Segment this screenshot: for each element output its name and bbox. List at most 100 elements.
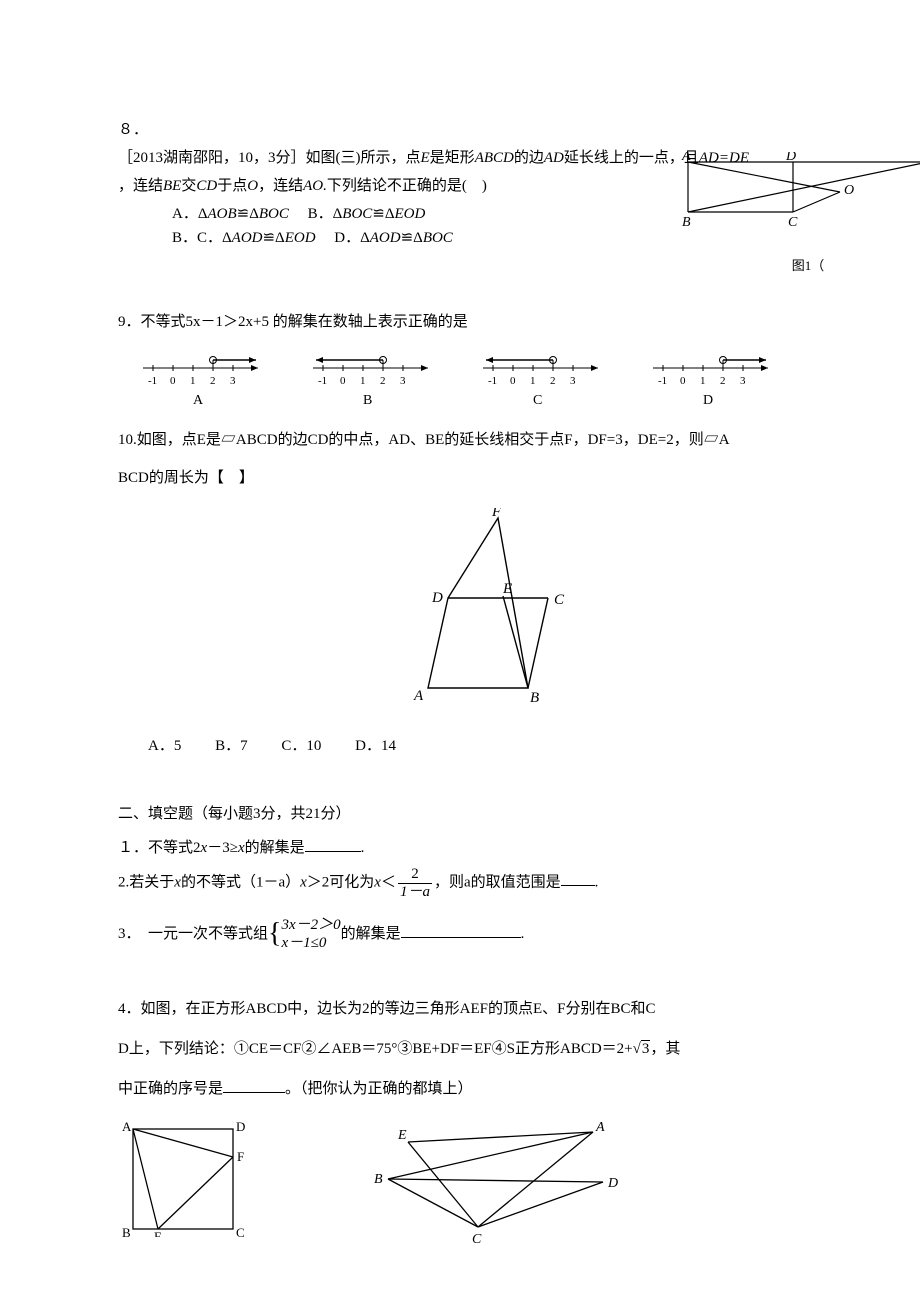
svg-text:B: B: [530, 690, 539, 706]
svg-text:A: A: [595, 1120, 605, 1135]
f4-network-figure: E A B D C: [368, 1117, 628, 1247]
svg-text:A: A: [122, 1119, 132, 1134]
f3-blank: [401, 923, 521, 938]
f2-x: x: [174, 874, 181, 890]
f2-bot: 1－a: [398, 884, 432, 901]
q8-t2: 是矩形: [430, 150, 475, 166]
q8-optA3: ≌Δ: [237, 206, 259, 222]
f2-top: 2: [398, 866, 432, 884]
f3-brace: {: [268, 918, 281, 949]
q9-text: 不等式5x－1＞2x+5 的解集在数轴上表示正确的是: [141, 314, 468, 330]
q8-o: O: [247, 178, 258, 194]
f3-b: 的解集是: [341, 926, 401, 942]
f2-e: ，则a的取值范围是: [434, 874, 561, 890]
svg-text:-1: -1: [488, 375, 497, 387]
q8-optB: B．Δ: [308, 206, 343, 222]
svg-text:A: A: [193, 393, 204, 408]
q8-optD4: BOC: [423, 230, 453, 246]
q8-optB4: EOD: [395, 206, 426, 222]
f1-a: 不等式2: [148, 840, 201, 856]
svg-text:C: C: [472, 1232, 482, 1247]
q10-optA: A．5: [148, 734, 181, 758]
f2-c: ＞2可化为: [307, 874, 375, 890]
q8-rect: ABCD: [475, 150, 514, 166]
q8-line1: ［2013湖南邵阳，10，3分］如图(三)所示，点E是矩形ABCD的边AD延长线…: [118, 146, 878, 170]
svg-text:F: F: [237, 1149, 244, 1164]
f1-blank: [305, 837, 361, 852]
q8-lbl-D: D: [785, 152, 796, 164]
svg-text:F: F: [491, 508, 502, 520]
svg-text:0: 0: [170, 375, 176, 387]
fill-2: 2.若关于x的不等式（1－a）x＞2可化为x＜21－a，则a的取值范围是.: [118, 866, 878, 900]
f4-l2b: ，其: [650, 1041, 680, 1057]
f4-figures: A D F B E C E A B D: [118, 1117, 878, 1247]
f4-l3b: 。（把你认为正确的都填上）: [285, 1081, 473, 1097]
section-2-heading: 二、填空题（每小题3分，共21分）: [118, 802, 878, 826]
f4-l2a: D上，下列结论：①CE＝CF②∠AEB＝75°③BE+DF＝EF④S正方形ABC…: [118, 1041, 633, 1057]
q8-optB2: BOC: [342, 206, 372, 222]
f3-p: .: [521, 926, 525, 942]
svg-text:2: 2: [380, 375, 386, 387]
f3-top: 3x－2＞0: [281, 916, 340, 934]
fill-4: 4．如图，在正方形ABCD中，边长为2的等边三角形AEF的顶点E、F分别在BC和…: [118, 991, 878, 1247]
q8-number: ８．: [118, 118, 878, 142]
svg-text:D: D: [236, 1119, 245, 1134]
svg-text:C: C: [236, 1225, 245, 1237]
q9-text-line: 9．不等式5x－1＞2x+5 的解集在数轴上表示正确的是: [118, 310, 878, 334]
q8-lbl-A: A: [681, 152, 691, 164]
svg-text:3: 3: [740, 375, 746, 387]
q8-l2d: ，连结: [258, 178, 303, 194]
f4-sqrt: √3: [633, 1040, 651, 1057]
f2-blank: [561, 871, 595, 886]
svg-text:1: 1: [190, 375, 196, 387]
f1-c: －3≥: [207, 840, 238, 856]
q8-lbl-O: O: [844, 183, 854, 198]
q8-source: ［2013湖南邵阳，10，3分］如图(三)所示，点: [118, 150, 421, 166]
q9-numberlines: -10123 A -10123: [138, 346, 878, 416]
svg-text:D: D: [431, 590, 443, 606]
q9-num: 9．: [118, 314, 141, 330]
f4-square-figure: A D F B E C: [118, 1117, 248, 1237]
f2-a: 2.若关于: [118, 874, 174, 890]
q10-options: A．5 B．7 C．10 D．14: [148, 734, 878, 758]
q8-optC: B．C．Δ: [172, 230, 232, 246]
svg-text:B: B: [122, 1225, 131, 1237]
q8-l2c: 于点: [217, 178, 247, 194]
svg-text:D: D: [607, 1176, 618, 1191]
q10-optC: C．10: [281, 734, 321, 758]
q8-figure: A D E O B C 图1（: [678, 152, 920, 277]
q8-optA4: BOC: [259, 206, 289, 222]
f4-blank: [223, 1078, 285, 1093]
q8-optD2: AOD: [370, 230, 401, 246]
f2-p: .: [595, 874, 599, 890]
f4-l1: 4．如图，在正方形ABCD中，边长为2的等边三角形AEF的顶点E、F分别在BC和…: [118, 991, 878, 1027]
f1-num: １．: [118, 840, 148, 856]
svg-text:E: E: [397, 1128, 407, 1143]
q8-fig-caption: 图1（: [678, 256, 920, 277]
svg-text:0: 0: [510, 375, 516, 387]
svg-text:2: 2: [210, 375, 216, 387]
q8-E: E: [421, 150, 430, 166]
q8-lbl-C: C: [788, 215, 798, 230]
q8-optD: D．Δ: [334, 230, 369, 246]
f1-e: 的解集是: [245, 840, 305, 856]
q8-optA: A．Δ: [172, 206, 207, 222]
svg-text:1: 1: [530, 375, 536, 387]
q8-l2b: 交: [181, 178, 196, 194]
svg-text:0: 0: [680, 375, 686, 387]
q9: 9．不等式5x－1＞2x+5 的解集在数轴上表示正确的是 -1 0 1 2 3 A: [118, 310, 878, 416]
f1-p: .: [361, 840, 365, 856]
f3-system: 3x－2＞0x－1≤0: [281, 916, 340, 952]
q10-figure: F E D C A B: [118, 508, 878, 716]
fill-1: １．不等式2x－3≥x的解集是.: [118, 836, 878, 860]
svg-text:-1: -1: [318, 375, 327, 387]
q8-ad: AD: [544, 150, 564, 166]
svg-text:2: 2: [720, 375, 726, 387]
svg-text:B: B: [374, 1172, 383, 1187]
q8-optC3: ≌Δ: [262, 230, 284, 246]
svg-text:-1: -1: [658, 375, 667, 387]
svg-text:C: C: [533, 393, 542, 408]
q8-cd: CD: [196, 178, 217, 194]
q8-ao: AO.: [303, 178, 327, 194]
q8-be: BE: [163, 178, 181, 194]
